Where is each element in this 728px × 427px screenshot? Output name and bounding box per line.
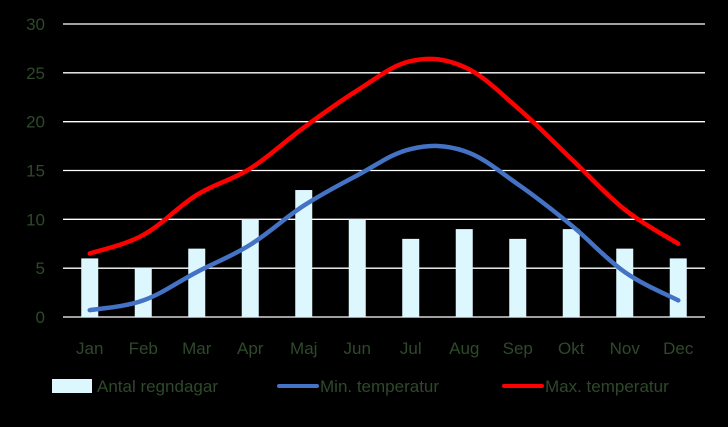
bar xyxy=(616,248,634,317)
y-tick-label: 30 xyxy=(26,15,45,34)
gridlines xyxy=(63,23,705,318)
y-tick-label: 20 xyxy=(26,113,45,132)
x-tick-label: Jun xyxy=(344,339,371,358)
x-tick-label: Nov xyxy=(610,339,641,358)
y-tick-label: 15 xyxy=(26,162,45,181)
y-tick-label: 25 xyxy=(26,64,45,83)
bar xyxy=(348,219,366,317)
x-tick-label: Feb xyxy=(129,339,158,358)
legend-label: Min. temperatur xyxy=(320,377,439,396)
y-tick-label: 0 xyxy=(36,308,45,327)
bar xyxy=(134,268,152,317)
legend-label: Max. temperatur xyxy=(545,377,669,396)
bar xyxy=(562,229,580,317)
x-tick-label: Maj xyxy=(290,339,317,358)
legend-label: Antal regndagar xyxy=(97,377,218,396)
x-tick-label: Jan xyxy=(76,339,103,358)
x-tick-label: Jul xyxy=(400,339,422,358)
y-tick-label: 5 xyxy=(36,259,45,278)
bar xyxy=(669,258,687,317)
y-axis-ticks: 0 5 10 15 20 25 30 xyxy=(26,15,45,327)
x-tick-label: Aug xyxy=(449,339,479,358)
bar xyxy=(295,190,313,317)
series-line xyxy=(87,143,681,313)
y-tick-label: 10 xyxy=(26,210,45,229)
x-axis-ticks: Jan Feb Mar Apr Maj Jun Jul Aug Sep Okt Nov Dec xyxy=(76,339,694,358)
x-tick-label: Okt xyxy=(558,339,585,358)
bar xyxy=(455,229,473,317)
bar xyxy=(509,238,527,317)
bar xyxy=(402,238,420,317)
bar xyxy=(241,219,259,317)
x-tick-label: Mar xyxy=(182,339,212,358)
legend: Antal regndagar Min. temperatur Max. tempe… xyxy=(52,377,669,396)
x-tick-label: Sep xyxy=(503,339,533,358)
legend-swatch xyxy=(52,379,92,393)
x-tick-label: Apr xyxy=(237,339,264,358)
x-tick-label: Dec xyxy=(663,339,694,358)
bar xyxy=(81,258,99,317)
bar-series xyxy=(81,190,687,317)
bar xyxy=(188,248,206,317)
series-line xyxy=(87,56,681,256)
line-series xyxy=(87,56,681,313)
